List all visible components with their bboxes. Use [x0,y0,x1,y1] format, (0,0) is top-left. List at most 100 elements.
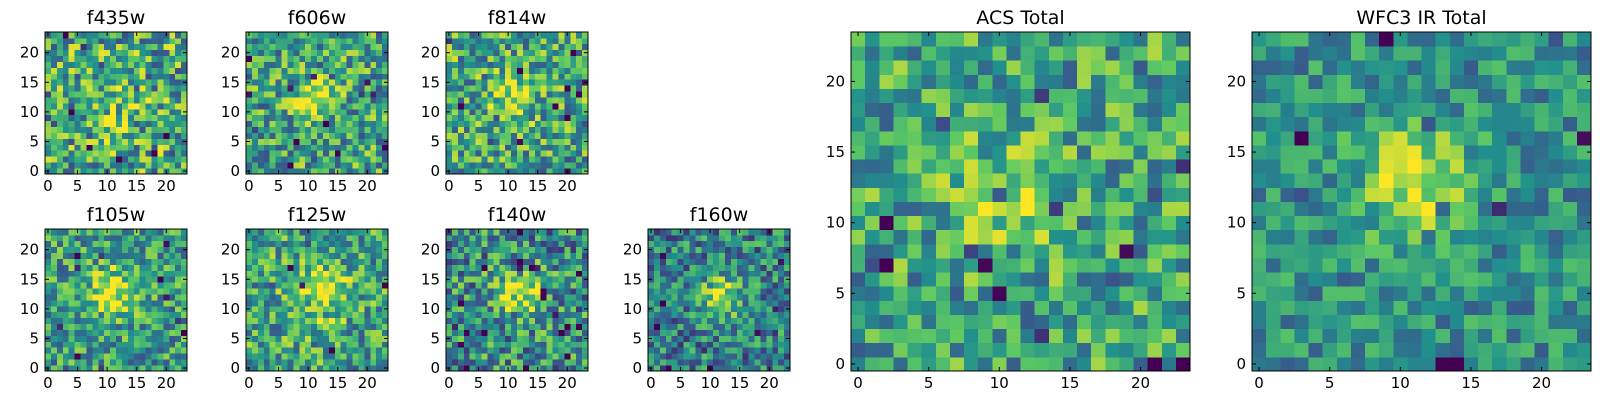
heatmap-cell [328,61,336,68]
heatmap-cell [86,311,93,319]
heatmap-cell [1435,356,1451,372]
heatmap-cell [1175,187,1191,202]
heatmap-cell [169,276,176,283]
heatmap-cell [766,270,773,277]
heatmap-cell [683,317,690,325]
heatmap-cell [695,329,702,336]
heatmap-cell [570,150,577,157]
heatmap-cell [457,37,465,45]
heatmap-cell [552,229,559,236]
heatmap-cell [907,286,923,301]
heatmap-cell [499,329,506,336]
heatmap-cell [98,323,105,330]
heatmap-cell [558,97,565,104]
heatmap-cell [104,43,111,51]
heatmap-cell [364,138,371,145]
heatmap-cell [358,311,365,319]
heatmap-cell [163,126,170,133]
heatmap-cell [322,252,330,259]
heatmap-cell [1048,328,1064,344]
heatmap-cell [157,294,164,301]
heatmap-cell [293,294,300,301]
heatmap-cell [475,329,482,336]
heatmap-cell [56,359,64,366]
heatmap-cell [879,328,894,344]
heatmap-cell [163,282,170,289]
heatmap-cell [540,103,547,110]
heatmap-cell [558,359,565,366]
heatmap-cell [45,126,52,133]
heatmap-cell [1062,88,1078,104]
heatmap-cell [352,323,359,330]
heatmap-cell [151,365,158,372]
heatmap-cell [1161,88,1177,104]
heatmap-cell [505,264,512,271]
heatmap-cell [446,150,453,157]
heatmap-cell [98,300,105,307]
heatmap-cell [446,258,453,265]
heatmap-cell [110,91,117,98]
heatmap-cell [558,276,565,283]
heatmap-cell [511,270,518,277]
heatmap-cell [1407,314,1422,330]
heatmap-cell [305,323,312,330]
heatmap-cell [1133,356,1149,372]
heatmap-cell [935,215,951,231]
heatmap-cell [121,258,129,265]
heatmap-cell [98,276,105,283]
heatmap-cell [50,294,58,301]
heatmap-cell [293,32,300,39]
heatmap-cell [281,359,288,366]
heatmap-cell [62,67,70,74]
heatmap-cell [1062,229,1078,245]
heatmap-cell [522,353,530,360]
heatmap-cell [1463,342,1479,358]
heatmap-cell [576,85,583,92]
heatmap-cell [334,276,342,283]
heatmap-cell [978,130,993,146]
heatmap-cell [949,342,965,358]
heatmap-cell [45,353,52,360]
heatmap-cell [382,32,389,39]
heatmap-cell [1091,145,1106,160]
heatmap-cell [1077,32,1092,47]
heatmap-cell [269,229,276,236]
heatmap-cell [784,341,791,348]
heatmap-cell [446,234,453,242]
heatmap-cell [269,288,276,295]
heatmap-cell [311,61,318,68]
heatmap-cell [287,264,294,271]
heatmap-cell [1119,314,1134,330]
heatmap-cell [766,311,773,319]
heatmap-cell [683,282,690,289]
heatmap-cell [163,305,170,313]
heatmap-cell [305,156,312,163]
heatmap-cell [534,359,542,366]
heatmap-cell [964,243,979,259]
heatmap-cell [754,365,761,372]
heatmap-cell [528,61,536,68]
heatmap-cell [1294,328,1309,344]
heatmap-cell [469,85,476,92]
heatmap-cell [246,97,253,104]
heatmap-cell [1048,159,1064,174]
heatmap-cell [56,67,64,74]
heatmap-cell [481,67,488,74]
heatmap-cell [1147,229,1163,245]
heatmap-cell [322,162,330,169]
heatmap-cell [784,252,791,259]
heatmap-cell [251,270,259,277]
heatmap-cell [748,276,755,283]
heatmap-cell [299,317,306,325]
heatmap-cell [328,240,336,248]
heatmap-cell [522,234,530,242]
heatmap-cell [677,359,684,366]
heatmap-cell [45,258,52,265]
heatmap-cell [487,234,494,242]
heatmap-cell [1020,130,1036,146]
heatmap-cell [511,294,518,301]
heatmap-cell [133,55,141,62]
heatmap-cell [139,55,146,62]
heatmap-cell [376,37,383,45]
heatmap-cell [127,49,135,57]
